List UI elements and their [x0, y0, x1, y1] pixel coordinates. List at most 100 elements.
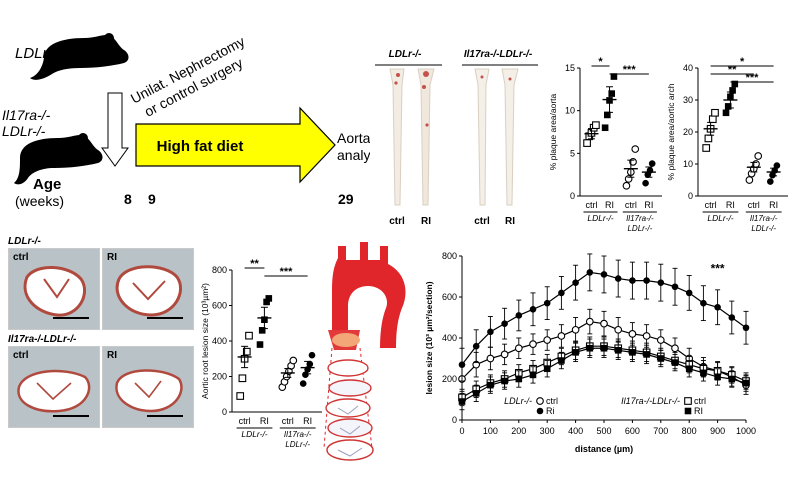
- micrograph-ldlr-ri: RI: [102, 248, 194, 330]
- high-fat-diet-arrow: [135, 106, 336, 184]
- data-point: [767, 178, 774, 185]
- significance-annotation: ***: [711, 261, 725, 275]
- data-point: [629, 277, 636, 284]
- data-point: [685, 365, 693, 373]
- micrograph-ri-label-2: RI: [107, 350, 117, 361]
- x-tick-label: 800: [682, 426, 697, 436]
- data-point: [600, 344, 608, 352]
- legend-marker: [684, 397, 692, 405]
- data-point: [742, 324, 750, 332]
- aorta-photos: LDLr-/- Il17ra-/-LDLr-/- ctrl RI ctrl RI: [375, 49, 538, 227]
- group-label-line: LDLr-/-: [627, 224, 652, 233]
- data-point: [628, 330, 637, 338]
- week-mark-8: 8: [124, 191, 132, 207]
- chart-lesion-distance: 0 200 400 600 800 0 100 200 300 400 500 600 700 800 90…: [424, 251, 756, 454]
- significance-label: ***: [746, 72, 760, 84]
- data-point: [514, 344, 523, 353]
- data-point: [714, 373, 721, 381]
- x-tick-label: ctrl: [625, 200, 637, 210]
- x-tick-label: 500: [596, 426, 611, 436]
- y-tick-label: 200: [212, 372, 227, 382]
- y-axis-label: lesion size (10³ µm²/section): [424, 281, 434, 394]
- legend-label: Ri: [546, 406, 555, 416]
- data-point: [458, 398, 466, 405]
- chart-plaque-area-aorta: 0 5 10 15 % plaque area/aorta ctrl RI ctrl RI LDL…: [548, 56, 662, 233]
- data-point: [258, 327, 266, 334]
- aortic-root-illustration: [323, 242, 406, 461]
- data-point: [643, 351, 650, 358]
- x-tick-label: 900: [710, 426, 725, 436]
- y-axis-label: % plaque area/aortic arch: [668, 83, 676, 180]
- data-point: [671, 283, 679, 291]
- micrograph-group2-label: Il17ra-/-LDLr-/-: [8, 334, 77, 345]
- data-point: [700, 299, 707, 307]
- data-point: [601, 124, 609, 132]
- data-point: [742, 379, 750, 387]
- data-point: [657, 355, 665, 362]
- data-point: [614, 325, 623, 334]
- group-label: LDLr-/-: [241, 429, 267, 439]
- data-point: [754, 152, 763, 160]
- aorta-ri-label-2: RI: [505, 216, 515, 227]
- data-point: [773, 162, 781, 169]
- aorta-ctrl-label-1: ctrl: [389, 216, 405, 227]
- data-point: [245, 331, 253, 340]
- data-point: [656, 336, 665, 344]
- x-tick-label: RI: [605, 200, 614, 210]
- x-tick-label: RI: [303, 416, 312, 426]
- data-point: [543, 299, 551, 307]
- data-point: [572, 349, 579, 356]
- x-tick-label: RI: [260, 416, 269, 426]
- micrograph-ri-label-1: RI: [107, 252, 117, 263]
- data-point: [728, 314, 736, 321]
- micrograph-ctrl-label-1: ctrl: [13, 252, 29, 263]
- week-mark-9: 9: [148, 191, 156, 207]
- x-axis-label: distance (µm): [575, 444, 633, 454]
- mouse-icon-top: [30, 33, 129, 80]
- aorta-specimen-il17ra-ctrl: [474, 68, 490, 206]
- chart-plaque-area-aortic-arch: 0 10 20 30 40 % plaque area/aortic arch ctrl RI…: [668, 56, 788, 233]
- data-point: [487, 381, 494, 389]
- x-tick-label: 100: [483, 426, 498, 436]
- data-point: [289, 356, 298, 365]
- data-point: [515, 375, 523, 383]
- aorta-ctrl-label-2: ctrl: [474, 216, 490, 227]
- group-label: LDLr-/-: [587, 213, 613, 223]
- data-point: [557, 332, 566, 340]
- x-tick-label: ctrl: [748, 200, 760, 210]
- legend-label: ctrl: [694, 396, 706, 406]
- significance-label: **: [250, 258, 259, 270]
- data-point: [586, 344, 594, 352]
- data-point: [604, 111, 611, 119]
- y-tick-label: 0: [452, 415, 457, 425]
- aortic-root-sections: [325, 359, 374, 461]
- data-point: [306, 360, 314, 368]
- data-point: [657, 279, 665, 286]
- data-point: [728, 375, 736, 383]
- y-tick-label: 0: [222, 407, 227, 417]
- aorta-ri-label-1: RI: [421, 216, 431, 227]
- x-tick-label: 1000: [736, 426, 756, 436]
- data-point: [614, 275, 622, 282]
- endpoint-label-2: analysis: [337, 147, 370, 163]
- data-point: [265, 295, 273, 302]
- x-tick-label: 200: [511, 426, 526, 436]
- data-point: [302, 371, 309, 379]
- data-point: [671, 344, 679, 353]
- data-point: [722, 109, 730, 117]
- data-point: [745, 176, 754, 184]
- data-point: [529, 306, 537, 313]
- legend-marker: [536, 407, 544, 415]
- data-point: [572, 279, 579, 286]
- data-point: [671, 359, 679, 366]
- micrograph-ldlr-ctrl: ctrl: [8, 248, 100, 330]
- data-point: [586, 269, 594, 276]
- y-tick-label: 200: [442, 374, 457, 384]
- data-point: [714, 303, 721, 311]
- data-point: [708, 115, 717, 124]
- y-tick-label: 800: [212, 265, 227, 275]
- significance-label: ***: [623, 64, 637, 76]
- data-point: [629, 349, 636, 356]
- data-point: [724, 103, 732, 110]
